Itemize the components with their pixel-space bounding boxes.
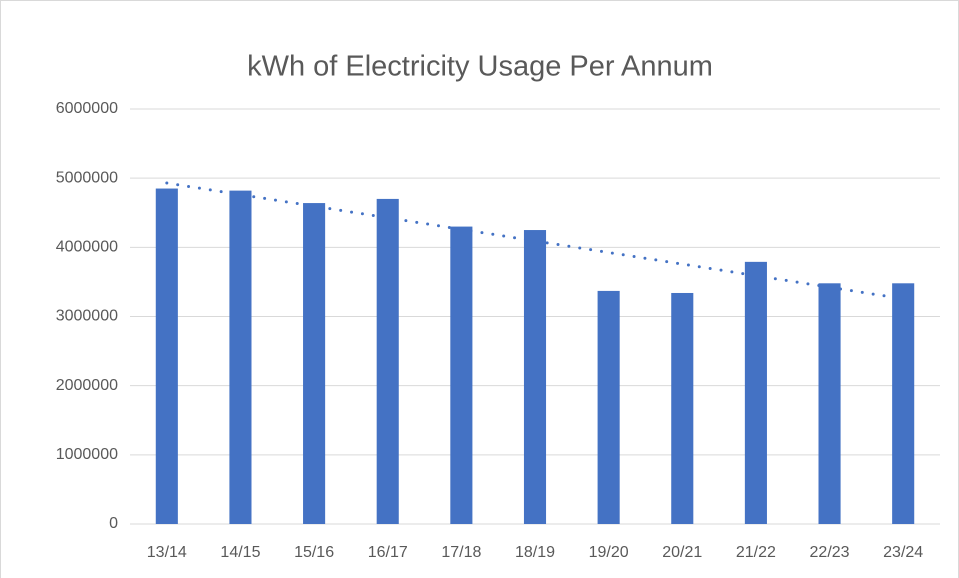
x-tick-label: 15/16: [294, 544, 334, 561]
x-tick-label: 16/17: [368, 544, 408, 561]
chart-title: kWh of Electricity Usage Per Annum: [247, 51, 713, 83]
bar: [303, 203, 326, 525]
y-tick-label: 2000000: [56, 377, 118, 394]
x-tick-label: 20/21: [662, 544, 702, 561]
x-tick-label: 22/23: [810, 544, 850, 561]
bar: [671, 292, 694, 524]
y-tick-label: 3000000: [56, 308, 118, 325]
y-tick-label: 5000000: [56, 169, 118, 186]
x-tick-label: 19/20: [589, 544, 629, 561]
bar: [155, 188, 178, 524]
trendline: [165, 181, 905, 301]
x-tick-label: 18/19: [515, 544, 555, 561]
bar: [376, 198, 399, 524]
x-tick-label: 14/15: [220, 544, 260, 561]
bar: [523, 230, 547, 524]
y-tick-label: 0: [109, 515, 118, 532]
bar: [597, 290, 620, 524]
y-tick-label: 6000000: [56, 100, 118, 117]
y-tick-label: 1000000: [56, 446, 118, 463]
y-tick-label: 4000000: [56, 239, 118, 256]
bar: [229, 190, 252, 524]
x-tick-label: 21/22: [736, 544, 776, 561]
bar: [892, 283, 915, 524]
bar: [744, 261, 767, 524]
x-tick-label: 17/18: [441, 544, 481, 561]
bar: [818, 283, 841, 524]
bar: [450, 226, 473, 525]
x-tick-label: 23/24: [883, 544, 923, 561]
x-tick-label: 13/14: [147, 544, 187, 561]
